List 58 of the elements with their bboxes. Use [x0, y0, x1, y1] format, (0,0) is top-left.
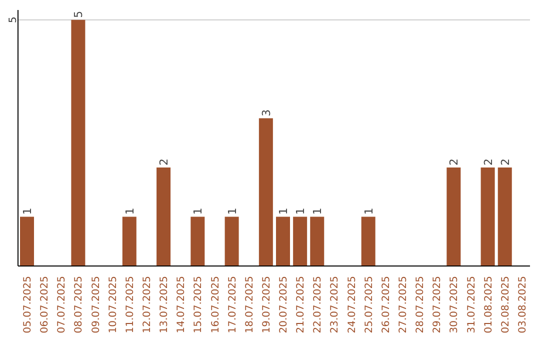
- x-tick-label: 14.07.2025: [176, 276, 188, 334]
- x-tick-label: 17.07.2025: [227, 276, 238, 334]
- bar: [293, 216, 308, 266]
- bar: [361, 216, 376, 266]
- data-label: 1: [277, 208, 290, 215]
- x-tick-label: 06.07.2025: [40, 276, 51, 334]
- data-label: 1: [192, 208, 205, 215]
- x-tick-label: 01.08.2025: [483, 276, 494, 334]
- data-label: 1: [294, 208, 308, 215]
- x-tick-label: 15.07.2025: [193, 276, 204, 334]
- x-tick-label: 07.07.2025: [56, 276, 68, 334]
- bar: [258, 118, 273, 266]
- x-tick-label: 22.07.2025: [312, 276, 324, 334]
- x-tick-label: 27.07.2025: [398, 276, 409, 334]
- data-label: 3: [260, 109, 273, 116]
- x-tick-label: 16.07.2025: [210, 276, 222, 334]
- x-tick-label: 11.07.2025: [124, 276, 136, 334]
- x-tick-label: 10.07.2025: [108, 276, 119, 334]
- data-label: 2: [158, 158, 171, 166]
- bar: [224, 216, 239, 266]
- x-tick-label: 05.07.2025: [22, 276, 34, 334]
- bar: [156, 168, 171, 266]
- x-tick-label: 03.08.2025: [517, 276, 528, 334]
- x-tick-label: 12.07.2025: [142, 276, 153, 334]
- x-tick-label: 02.08.2025: [500, 276, 512, 334]
- data-label: 5: [72, 10, 86, 18]
- data-label: 2: [498, 158, 512, 166]
- x-tick-label: 31.07.2025: [466, 276, 478, 334]
- bar: [20, 216, 34, 266]
- x-tick-label: 26.07.2025: [380, 276, 392, 334]
- bar: [122, 216, 136, 266]
- data-label: 1: [123, 208, 136, 215]
- data-label: 1: [226, 208, 239, 215]
- x-tick-label: 29.07.2025: [432, 276, 444, 334]
- bar: [446, 168, 461, 266]
- x-tick-label: 28.07.2025: [415, 276, 426, 334]
- x-tick-label: 30.07.2025: [449, 276, 460, 334]
- x-tick-label: 08.07.2025: [74, 276, 85, 334]
- data-label: 1: [362, 208, 376, 215]
- data-label: 1: [21, 208, 34, 215]
- x-tick-label: 19.07.2025: [261, 276, 272, 334]
- x-tick-label: 13.07.2025: [159, 276, 170, 334]
- bar: [190, 216, 205, 266]
- x-tick-label: 23.07.2025: [330, 276, 341, 334]
- x-tick-label: 24.07.2025: [346, 276, 358, 334]
- x-tick-label: 20.07.2025: [278, 276, 290, 334]
- bar: [310, 216, 324, 266]
- bar: [498, 168, 512, 266]
- bar: [276, 216, 290, 266]
- bar: [71, 20, 86, 266]
- bar: [480, 168, 495, 266]
- x-tick-label: 18.07.2025: [244, 276, 256, 334]
- data-label: 2: [448, 158, 461, 166]
- x-tick-label: 25.07.2025: [364, 276, 375, 334]
- data-label: 2: [482, 158, 495, 166]
- x-tick-label: 21.07.2025: [296, 276, 307, 334]
- x-tick-label: 09.07.2025: [90, 276, 102, 334]
- data-label: 1: [311, 208, 324, 215]
